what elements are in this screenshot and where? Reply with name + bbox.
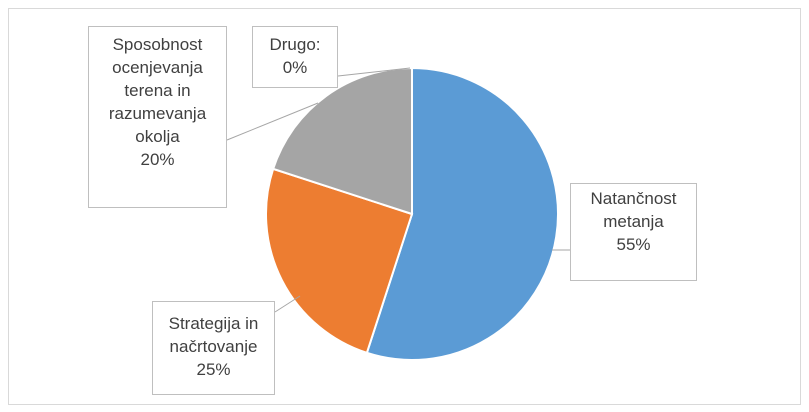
pie-slice: [365, 66, 559, 361]
value-label: 25%: [196, 360, 231, 379]
value-label: 20%: [140, 150, 175, 169]
pie-slice: [265, 167, 414, 355]
data-callout: Natančnost metanja 55%: [570, 183, 697, 281]
data-callout: Sposobnost ocenjevanja terena in razumev…: [88, 26, 227, 208]
category-label: Sposobnost ocenjevanja terena in razumev…: [108, 35, 207, 146]
category-label: Strategija in načrtovanje: [168, 314, 259, 356]
leader-line: [226, 102, 319, 141]
value-label: 0%: [282, 58, 308, 77]
category-label: Natančnost metanja: [590, 189, 677, 231]
data-callout: Strategija in načrtovanje 25%: [152, 301, 275, 395]
leader-line: [337, 67, 411, 77]
pie-slice: [271, 66, 413, 216]
value-label: 55%: [616, 235, 651, 254]
leader-line: [274, 295, 301, 313]
category-label: Drugo:: [269, 35, 321, 54]
data-callout: Drugo: 0%: [252, 26, 338, 88]
